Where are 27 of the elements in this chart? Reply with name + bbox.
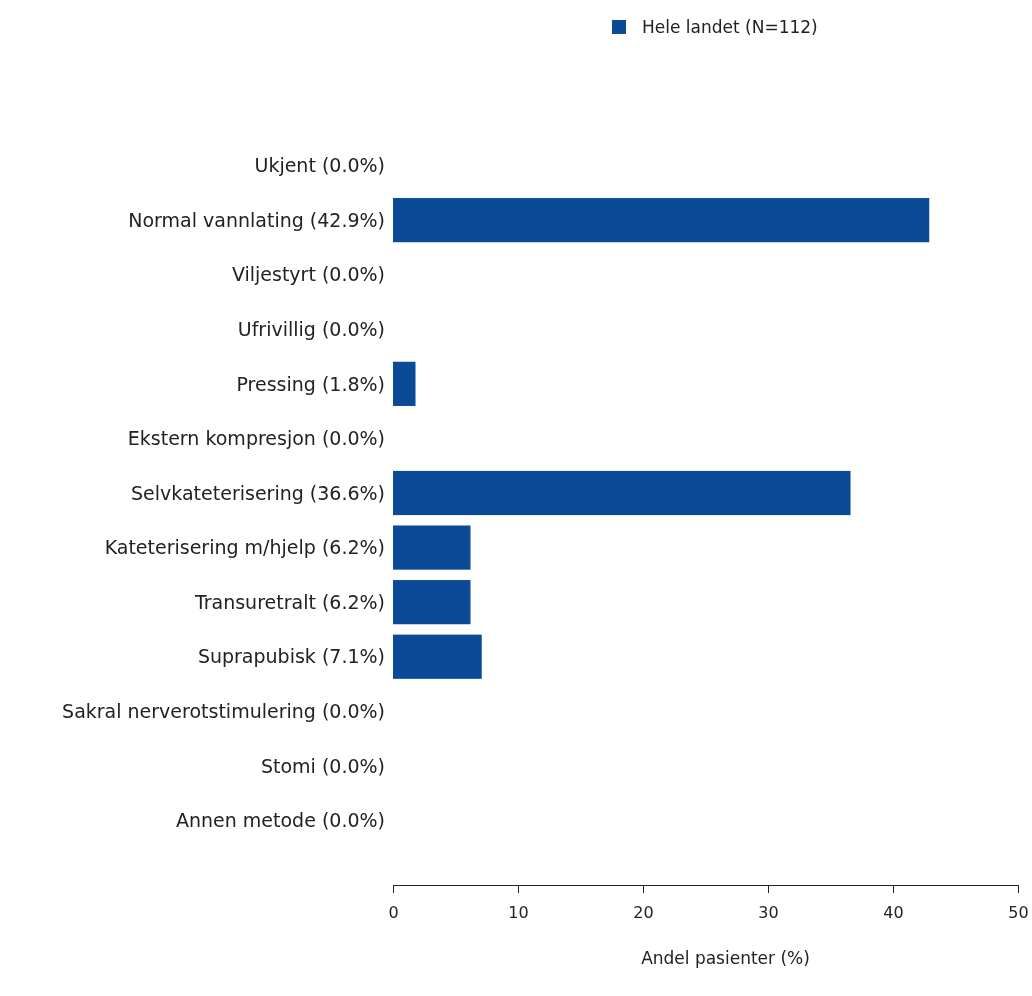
y-tick-label: Sakral nerverotstimulering (0.0%): [62, 699, 385, 722]
x-tick-label: 40: [883, 903, 904, 923]
y-tick-label: Ufrivillig (0.0%): [237, 317, 385, 340]
y-tick-label: Pressing (1.8%): [236, 372, 385, 395]
y-tick-label: Annen metode (0.0%): [175, 809, 385, 832]
x-axis-title: Andel pasienter (%): [641, 948, 810, 968]
x-tick-label: 10: [508, 903, 529, 923]
y-tick-label: Selvkateterisering (36.6%): [131, 481, 385, 504]
y-tick-label: Normal vannlating (42.9%): [128, 208, 385, 231]
y-tick-label: Viljestyrt (0.0%): [231, 263, 385, 286]
y-tick-label: Suprapubisk (7.1%): [197, 645, 385, 668]
bar: [393, 525, 471, 570]
y-tick-label: Ekstern kompresjon (0.0%): [127, 427, 385, 450]
bar: [393, 470, 851, 516]
x-tick-label: 20: [633, 903, 654, 923]
bar: [393, 634, 482, 679]
y-tick-label: Ukjent (0.0%): [254, 154, 385, 177]
legend-label: Hele landet (N=112): [642, 16, 818, 37]
y-tick-label: Transuretralt (6.2%): [193, 590, 385, 613]
bar: [393, 198, 930, 243]
x-tick-label: 50: [1008, 903, 1029, 923]
x-tick-label: 30: [758, 903, 779, 923]
y-tick-label: Stomi (0.0%): [260, 754, 385, 777]
x-tick-label: 0: [388, 903, 399, 923]
bar: [393, 580, 471, 625]
bar: [393, 361, 416, 406]
y-tick-label: Kateterisering m/hjelp (6.2%): [104, 536, 385, 559]
